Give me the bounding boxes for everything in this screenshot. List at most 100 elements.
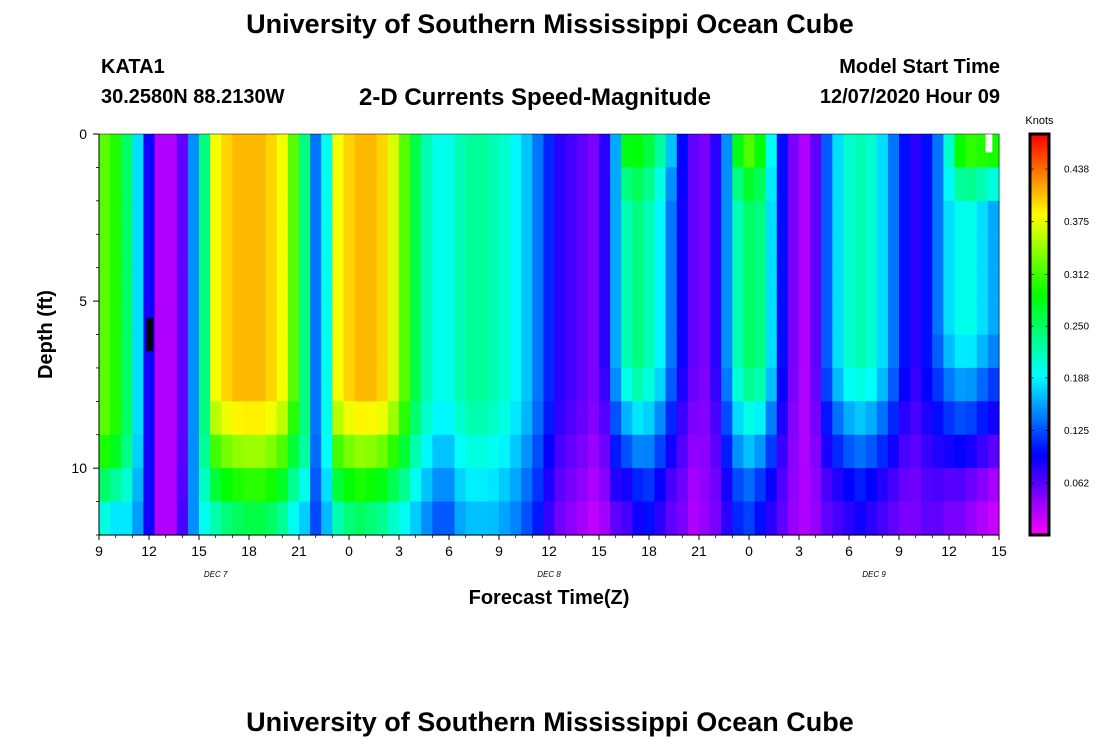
heatmap-cell [543,267,556,302]
heatmap-cell [599,134,611,169]
heatmap-cell [165,334,178,369]
heatmap-cell [176,434,189,469]
colorbar-frame [1028,132,1051,537]
heatmap-cell [176,267,189,302]
heatmap-cell [232,267,245,302]
heatmap-cell [810,501,822,536]
heatmap-cell [921,134,933,169]
heatmap-cell [232,468,245,503]
heatmap-cell [699,434,711,469]
heatmap-cell [787,167,800,202]
heatmap-cell [465,334,478,369]
heatmap-cell [132,434,145,469]
heatmap-cell [865,401,878,436]
heatmap-cell [132,501,145,536]
heatmap-cell [854,200,867,235]
heatmap-cell [943,200,956,235]
heatmap-cell [310,134,322,169]
heatmap-cell [865,167,878,202]
heatmap-cell [865,267,878,302]
heatmap-cell [343,200,356,235]
heatmap-cell [399,434,411,469]
heatmap-cell [632,501,645,536]
heatmap-cell [354,167,367,202]
heatmap-cell [854,434,867,469]
heatmap-cell [287,234,300,269]
heatmap-cell [221,367,233,402]
heatmap-cell [487,367,500,402]
colorbar-tick-label: 0.188 [1064,373,1089,384]
heatmap-cell [532,134,545,169]
heatmap-cell [876,134,889,169]
heatmap-cell [143,134,156,169]
heatmap-cell [554,434,567,469]
heatmap-cell [610,367,622,402]
heatmap-cell [810,134,822,169]
heatmap-cell [99,334,111,369]
heatmap-cell [810,167,822,202]
heatmap-cell [276,167,289,202]
day-label: DEC 9 [862,570,886,579]
heatmap-cell [221,301,233,336]
heatmap-cell [987,434,1000,469]
heatmap-cell [276,134,289,169]
heatmap-cell [743,200,756,235]
heatmap-cell [365,234,378,269]
heatmap-cell [210,468,222,503]
heatmap-cell [343,134,356,169]
heatmap-cell [521,301,533,336]
x-tick-label: 15 [591,543,607,559]
heatmap-cell [265,267,278,302]
heatmap-cell [821,301,833,336]
heatmap-cell [887,401,900,436]
heatmap-cell [143,434,156,469]
heatmap-cell [721,167,733,202]
heatmap-cell [443,200,456,235]
heatmap-cell [687,167,700,202]
heatmap-cell [143,334,156,369]
heatmap-cell [565,367,578,402]
heatmap-cell [643,234,656,269]
heatmap-cell [432,267,445,302]
heatmap-cell [710,167,722,202]
heatmap-cell [876,401,889,436]
heatmap-cell [521,234,533,269]
heatmap-cell [199,234,211,269]
heatmap-cell [254,234,267,269]
heatmap-cell [821,367,833,402]
heatmap-cell [132,401,145,436]
heatmap-cell [232,434,245,469]
x-tick-label: 12 [541,543,557,559]
heatmap-cell [932,267,945,302]
heatmap-cell [699,501,711,536]
heatmap-cell [910,234,922,269]
heatmap-cell [532,367,545,402]
heatmap-cell [965,401,978,436]
heatmap-cell [221,501,233,536]
heatmap-cell [332,434,345,469]
heatmap-cell [543,501,556,536]
heatmap-cell [176,134,189,169]
heatmap-cell [354,334,367,369]
heatmap-cell [899,234,911,269]
heatmap-cell [187,334,200,369]
heatmap-cell [399,200,411,235]
heatmap-cell [787,434,800,469]
heatmap-cell [887,167,900,202]
heatmap-cell [343,167,356,202]
heatmap-cell [476,200,489,235]
heatmap-cell [932,401,945,436]
heatmap-cell [854,301,867,336]
heatmap-cell [476,434,489,469]
heatmap-cell [976,334,989,369]
heatmap-cell [965,501,978,536]
heatmap-cell [110,134,122,169]
heatmap-cell [921,468,933,503]
heatmap-cell [810,200,822,235]
heatmap-cell [987,367,1000,402]
heatmap-cell [465,200,478,235]
heatmap-cell [476,134,489,169]
heatmap-cell [754,501,767,536]
heatmap-cell [254,301,267,336]
x-tick-label: 12 [141,543,157,559]
